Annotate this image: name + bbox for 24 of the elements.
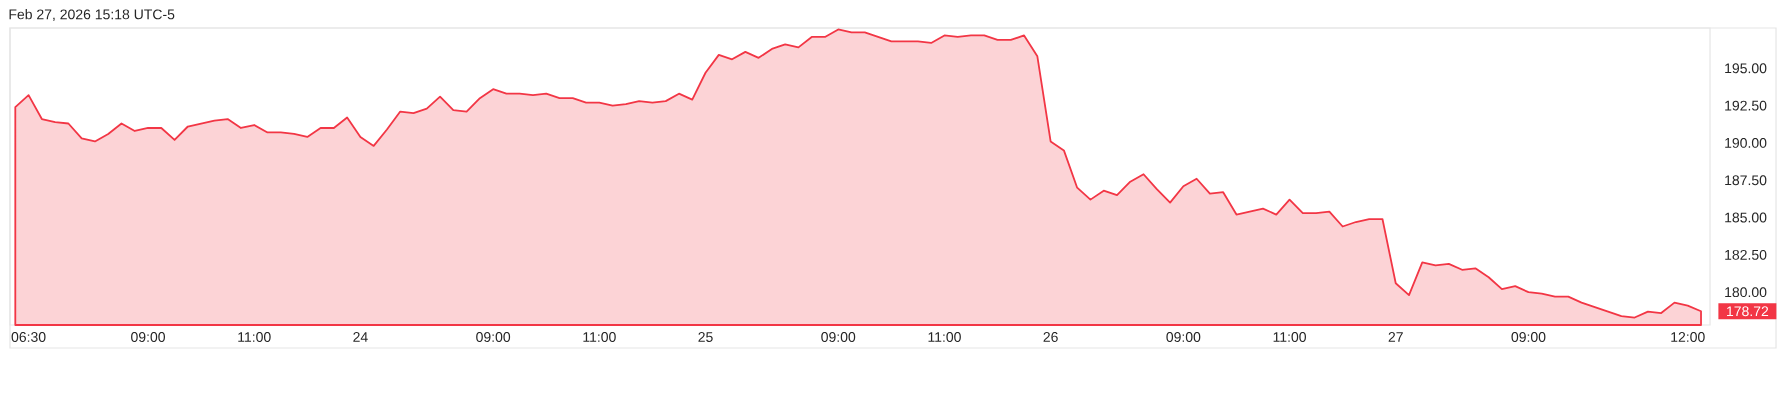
x-tick-label: 09:00 xyxy=(1166,332,1201,342)
x-tick-label: 09:00 xyxy=(476,332,511,342)
x-tick-label: 25 xyxy=(698,332,713,342)
x-tick-label: 11:00 xyxy=(583,332,616,342)
x-tick-label: 09:00 xyxy=(131,332,166,342)
y-tick-label: 185.00 xyxy=(1725,212,1767,223)
x-tick-label: 09:00 xyxy=(821,332,856,342)
x-tick-label: 06:30 xyxy=(11,332,46,342)
y-tick-label: 187.50 xyxy=(1725,175,1767,186)
y-tick-label: 192.50 xyxy=(1725,100,1767,111)
text: Feb 27, 2026 15:18 UTC-5 xyxy=(9,9,175,21)
x-tick-label: 27 xyxy=(1388,332,1403,342)
x-tick-label: 12:00 xyxy=(1671,332,1705,342)
y-tick-label: 190.00 xyxy=(1725,137,1767,148)
y-tick-label: 195.00 xyxy=(1725,63,1767,74)
text: 178.72 xyxy=(1727,306,1769,317)
y-tick-label: 182.50 xyxy=(1725,249,1767,260)
x-tick-label: 11:00 xyxy=(238,332,271,342)
x-tick-label: 11:00 xyxy=(1273,332,1306,342)
y-tick-label: 180.00 xyxy=(1725,287,1767,298)
x-tick-label: 11:00 xyxy=(928,332,961,342)
x-tick-label: 26 xyxy=(1043,332,1058,342)
x-tick-label: 09:00 xyxy=(1511,332,1546,342)
x-tick-label: 24 xyxy=(353,332,368,342)
